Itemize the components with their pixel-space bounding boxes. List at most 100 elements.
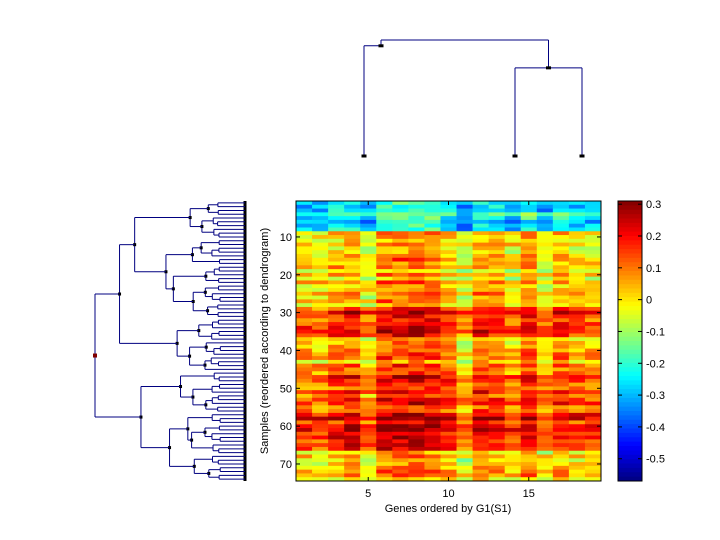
heatmap-cell [520,435,538,440]
heatmap-cell [440,322,457,327]
heatmap-cell [584,378,602,384]
heatmap-cell [424,458,441,463]
heatmap-cell [536,337,554,342]
heatmap-cell [552,337,570,342]
heatmap-cell [328,443,345,448]
heatmap-cell [568,401,586,406]
heatmap-cell [504,246,522,251]
heatmap-cell [440,458,457,463]
heatmap-cell [360,390,377,395]
colorbar-tick-label: -0.5 [646,454,665,466]
colorbar-segment [618,236,642,241]
heatmap-cell [344,250,361,255]
heatmap-cell [456,473,473,478]
heatmap-cell [328,439,345,444]
heatmap-cell [472,280,490,285]
heatmap-cell [584,477,602,482]
heatmap-cell [392,235,409,240]
heatmap-cell [568,371,586,376]
heatmap-cell [536,269,554,274]
heatmap-cell [376,367,393,372]
heatmap-cell [392,310,409,315]
heatmap-cell [360,219,377,225]
heatmap-cell [408,242,425,247]
heatmap-cell [392,303,409,308]
heatmap-cell [328,424,345,429]
heatmap-cell [360,450,377,455]
heatmap-cell [488,291,506,296]
heatmap-cell [344,284,361,289]
heatmap-cell [568,219,586,225]
heatmap-cell [440,303,457,308]
heatmap-cell [360,242,377,247]
heatmap-cell [552,280,570,285]
heatmap-cell [552,272,570,278]
heatmap-cell [488,276,506,281]
heatmap-cell [312,420,329,425]
heatmap-cell [296,356,313,361]
heatmap-cell [472,469,490,474]
heatmap-cell [536,306,554,312]
heatmap-cell [536,235,554,240]
heatmap-cell [520,265,538,270]
heatmap-cell [488,416,506,421]
heatmap-cell [584,397,602,402]
heatmap-cell [376,446,393,452]
heatmap-cell [392,329,409,334]
heatmap-cell [520,439,538,444]
heatmap-cell [488,443,506,448]
heatmap-cell [440,375,457,380]
heatmap-cell [360,235,377,240]
heatmap-cell [328,359,345,365]
colorbar-frame [617,200,643,482]
colorbar-segment [618,314,642,320]
heatmap-cell [376,439,393,444]
heatmap-cell [520,393,538,399]
heatmap-cell [392,246,409,251]
heatmap-cell [376,303,393,308]
heatmap-cell [584,386,602,391]
heatmap-cell [520,208,538,213]
heatmap-cell [424,439,441,444]
heatmap-cell [568,416,586,421]
heatmap-cell [440,367,457,372]
heatmap-cell [520,242,538,247]
column-node-marker [512,154,518,158]
heatmap-cell [424,227,441,232]
heatmap-cell [296,420,313,425]
heatmap-cell [584,303,602,308]
heatmap-cell [328,390,345,395]
heatmap-cell [504,454,522,459]
heatmap-cell [408,253,425,259]
heatmap-cell [328,401,345,406]
heatmap-cell [472,329,490,334]
heatmap-cell [472,310,490,315]
heatmap-cell [568,352,586,357]
heatmap-cell [328,333,345,338]
heatmap-cell [312,242,329,247]
heatmap-cell [344,465,361,471]
colorbar-segment [618,279,642,285]
heatmap-cell [552,216,570,221]
heatmap-cell [360,443,377,448]
heatmap-cell [568,446,586,452]
heatmap-cell [344,299,361,304]
heatmap-cell [504,401,522,406]
heatmap-cell [536,329,554,334]
colorbar-tick-label: 0 [646,295,652,307]
heatmap-cell [472,299,490,304]
heatmap-cell [296,367,313,372]
heatmap-cell [488,219,506,225]
colorbar-segment [618,231,642,237]
heatmap-cell [504,257,522,262]
heatmap-cell [344,219,361,225]
heatmap-cell [392,443,409,448]
heatmap-cell [344,477,361,482]
heatmap-cell [312,341,329,346]
heatmap-cell [488,329,506,334]
heatmap-cell [456,431,473,436]
heatmap-cell [520,473,538,478]
heatmap-cell [424,318,441,323]
heatmap-cell [552,303,570,308]
